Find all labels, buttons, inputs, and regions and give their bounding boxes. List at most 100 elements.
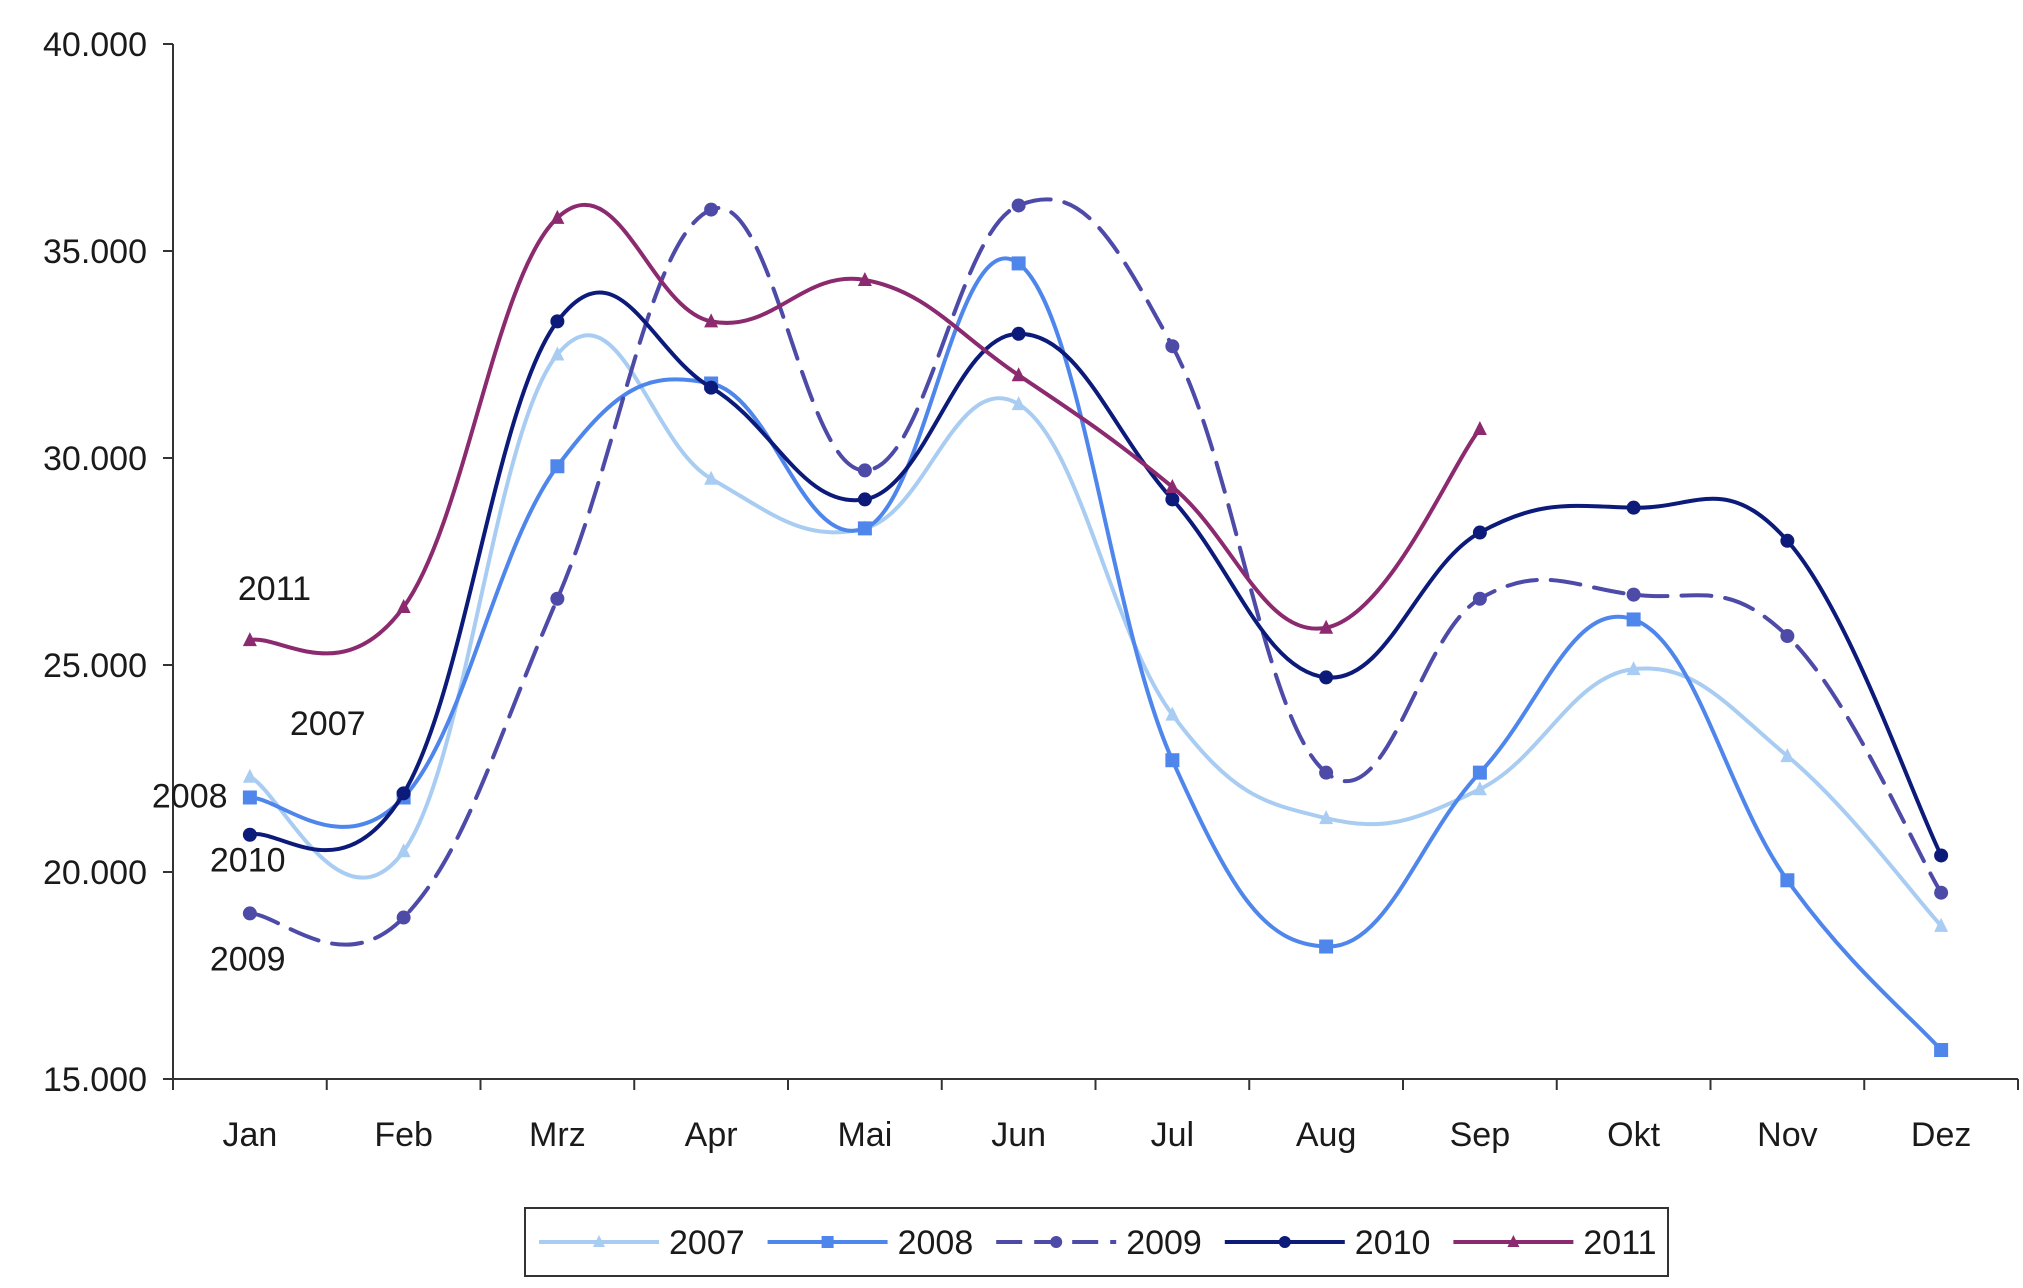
series-line-2010 bbox=[247, 290, 1944, 858]
x-tick-label: Sep bbox=[1450, 1116, 1511, 1154]
x-tick-label: Jan bbox=[222, 1116, 277, 1154]
legend-marker-2011 bbox=[1507, 1235, 1520, 1247]
data-point bbox=[1011, 198, 1026, 213]
legend-marker-2009 bbox=[1050, 1236, 1063, 1248]
series-2011 bbox=[242, 202, 1487, 656]
data-point bbox=[1165, 492, 1180, 507]
data-point bbox=[1780, 748, 1795, 763]
data-point bbox=[550, 314, 565, 329]
data-point bbox=[1780, 533, 1795, 548]
series-line-2009 bbox=[247, 197, 1944, 947]
data-point bbox=[1011, 367, 1026, 382]
data-point bbox=[396, 910, 411, 925]
data-point bbox=[242, 790, 257, 805]
x-tick-label: Aug bbox=[1296, 1116, 1357, 1154]
data-point bbox=[396, 599, 411, 614]
x-tick-label: Dez bbox=[1911, 1116, 1971, 1154]
data-point bbox=[550, 591, 565, 606]
data-point bbox=[242, 768, 257, 783]
data-point bbox=[1319, 619, 1334, 634]
data-point bbox=[1011, 326, 1026, 341]
data-point bbox=[1780, 629, 1795, 644]
series-line-2008 bbox=[247, 256, 1944, 1053]
x-tick-label: Mrz bbox=[529, 1116, 586, 1154]
series-2007 bbox=[242, 333, 1949, 932]
series-tag-2007: 2007 bbox=[290, 705, 366, 743]
data-point bbox=[1165, 339, 1180, 354]
data-point bbox=[1165, 706, 1180, 721]
x-tick-label: Okt bbox=[1607, 1116, 1660, 1154]
data-point bbox=[1011, 256, 1026, 271]
series-line-2007 bbox=[247, 333, 1944, 928]
data-point bbox=[1165, 478, 1180, 493]
data-point bbox=[704, 313, 719, 328]
y-tick-label: 40.000 bbox=[43, 26, 147, 64]
data-point bbox=[704, 470, 719, 485]
data-point bbox=[1319, 939, 1334, 954]
data-point bbox=[1626, 612, 1641, 627]
y-tick-label: 25.000 bbox=[43, 647, 147, 685]
data-point bbox=[242, 632, 257, 647]
data-point bbox=[1934, 885, 1949, 900]
data-point bbox=[1472, 781, 1487, 796]
legend-marker-2008 bbox=[821, 1236, 834, 1248]
series-tag-2010: 2010 bbox=[210, 842, 286, 880]
legend-label-2010: 2010 bbox=[1355, 1224, 1431, 1262]
data-point bbox=[1472, 591, 1487, 606]
data-point bbox=[704, 380, 719, 395]
data-point bbox=[1319, 765, 1334, 780]
legend-marker-2007 bbox=[593, 1235, 605, 1247]
data-point bbox=[242, 827, 257, 842]
x-tick-label: Mai bbox=[837, 1116, 892, 1154]
data-point bbox=[242, 906, 257, 921]
legend-label-2008: 2008 bbox=[898, 1224, 974, 1262]
data-point bbox=[1472, 525, 1487, 540]
legend-entry-2007: 2007 bbox=[539, 1224, 745, 1262]
data-point bbox=[550, 459, 565, 474]
data-point bbox=[857, 492, 872, 507]
data-point bbox=[1011, 396, 1026, 411]
x-tick-label: Nov bbox=[1757, 1116, 1817, 1154]
data-point bbox=[550, 209, 565, 224]
data-point bbox=[857, 521, 872, 536]
legend-entry-2011: 2011 bbox=[1453, 1224, 1657, 1262]
data-point bbox=[1626, 500, 1641, 515]
legend-label-2011: 2011 bbox=[1583, 1224, 1656, 1262]
series-line-2011 bbox=[247, 202, 1482, 656]
y-tick-label: 15.000 bbox=[43, 1061, 147, 1099]
data-point bbox=[1472, 421, 1487, 436]
x-tick-label: Jul bbox=[1151, 1116, 1194, 1154]
data-point bbox=[1934, 1043, 1949, 1058]
data-point bbox=[704, 202, 719, 217]
x-tick-label: Feb bbox=[374, 1116, 433, 1154]
data-point bbox=[1472, 765, 1487, 780]
legend-entry-2008: 2008 bbox=[767, 1224, 974, 1262]
data-point bbox=[550, 346, 565, 361]
data-point bbox=[396, 843, 411, 858]
data-point bbox=[396, 786, 411, 801]
series-tag-2009: 2009 bbox=[210, 940, 286, 978]
data-point bbox=[1626, 661, 1641, 676]
series-2008 bbox=[242, 256, 1949, 1058]
data-point bbox=[857, 271, 872, 286]
data-point bbox=[1319, 810, 1334, 825]
y-tick-label: 20.000 bbox=[43, 854, 147, 892]
legend-label-2009: 2009 bbox=[1126, 1224, 1202, 1262]
x-tick-label: Apr bbox=[685, 1116, 738, 1154]
data-point bbox=[1934, 917, 1949, 932]
x-tick-label: Jun bbox=[991, 1116, 1046, 1154]
data-point bbox=[1780, 873, 1795, 888]
y-tick-label: 30.000 bbox=[43, 440, 147, 478]
legend-marker-2010 bbox=[1278, 1236, 1291, 1248]
series-tag-2008: 2008 bbox=[152, 777, 228, 815]
legend-label-2007: 2007 bbox=[669, 1224, 745, 1262]
y-tick-label: 35.000 bbox=[43, 233, 147, 271]
data-point bbox=[1934, 848, 1949, 863]
data-point bbox=[1165, 753, 1180, 768]
data-point bbox=[857, 463, 872, 478]
legend-entry-2009: 2009 bbox=[996, 1224, 1202, 1262]
data-point bbox=[1626, 587, 1641, 602]
series-2009 bbox=[242, 197, 1949, 947]
